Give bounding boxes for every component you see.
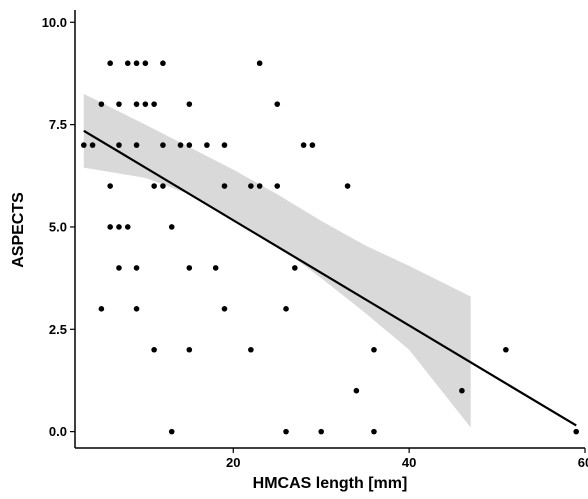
data-point xyxy=(116,224,122,230)
regression-line-layer xyxy=(83,129,577,427)
data-point xyxy=(309,142,316,148)
data-point xyxy=(186,101,193,107)
data-point xyxy=(186,142,193,148)
data-point xyxy=(151,101,157,107)
data-point xyxy=(133,142,140,148)
data-point xyxy=(80,142,87,148)
data-point xyxy=(318,428,325,435)
y-tick-label: 10.0 xyxy=(42,15,67,30)
data-point xyxy=(116,265,122,271)
data-point xyxy=(573,428,580,435)
data-point xyxy=(133,101,140,107)
data-point xyxy=(124,60,131,67)
data-point xyxy=(133,306,140,312)
data-point xyxy=(107,183,113,189)
data-point xyxy=(186,265,193,271)
data-point xyxy=(256,183,263,189)
x-tick-label: 60 xyxy=(578,455,588,470)
points-layer xyxy=(80,60,580,435)
data-point xyxy=(221,183,228,189)
data-point xyxy=(116,142,122,148)
x-ticks: 20 40 60 xyxy=(226,448,588,470)
data-point xyxy=(292,265,298,271)
data-point xyxy=(98,306,105,312)
data-point xyxy=(177,142,184,148)
data-point xyxy=(371,428,377,435)
confidence-band xyxy=(83,93,471,428)
regression-line xyxy=(83,129,577,427)
data-point xyxy=(160,183,166,189)
x-tick-label: 20 xyxy=(226,455,240,470)
data-point xyxy=(160,60,166,67)
data-point xyxy=(248,346,254,353)
data-point xyxy=(124,224,131,230)
data-point xyxy=(274,101,281,107)
y-tick-label: 0.0 xyxy=(49,424,67,439)
data-point xyxy=(168,428,175,435)
data-point xyxy=(300,142,307,148)
data-point xyxy=(133,60,140,67)
data-point xyxy=(133,265,140,271)
data-point xyxy=(142,60,149,67)
data-point xyxy=(283,428,289,435)
x-tick-label: 40 xyxy=(402,455,416,470)
data-point xyxy=(107,60,113,67)
x-axis-title: HMCAS length [mm] xyxy=(253,475,408,492)
data-point xyxy=(151,346,157,353)
data-point xyxy=(353,387,360,394)
y-ticks: 0.0 2.5 5.0 7.5 10.0 xyxy=(42,15,75,439)
data-point xyxy=(116,101,122,107)
data-point xyxy=(98,101,105,107)
data-point xyxy=(283,306,289,312)
y-tick-label: 7.5 xyxy=(49,117,67,132)
data-point xyxy=(168,224,175,230)
data-point xyxy=(107,224,113,230)
data-point xyxy=(186,346,193,353)
y-tick-label: 5.0 xyxy=(49,219,67,234)
data-point xyxy=(151,183,157,189)
data-point xyxy=(256,60,263,67)
data-point xyxy=(221,306,228,312)
data-point xyxy=(212,265,219,271)
data-point xyxy=(142,101,149,107)
data-point xyxy=(89,142,96,148)
data-point xyxy=(371,346,377,353)
data-point xyxy=(248,183,254,189)
data-point xyxy=(459,387,465,394)
data-point xyxy=(160,142,166,148)
data-point xyxy=(204,142,210,148)
data-point xyxy=(221,142,228,148)
data-point xyxy=(503,346,509,353)
y-axis-title: ASPECTS xyxy=(10,192,27,268)
data-point xyxy=(274,183,281,189)
y-tick-label: 2.5 xyxy=(49,322,67,337)
axes-layer xyxy=(74,10,585,449)
data-point xyxy=(344,183,351,189)
confidence-band-layer xyxy=(83,93,471,428)
